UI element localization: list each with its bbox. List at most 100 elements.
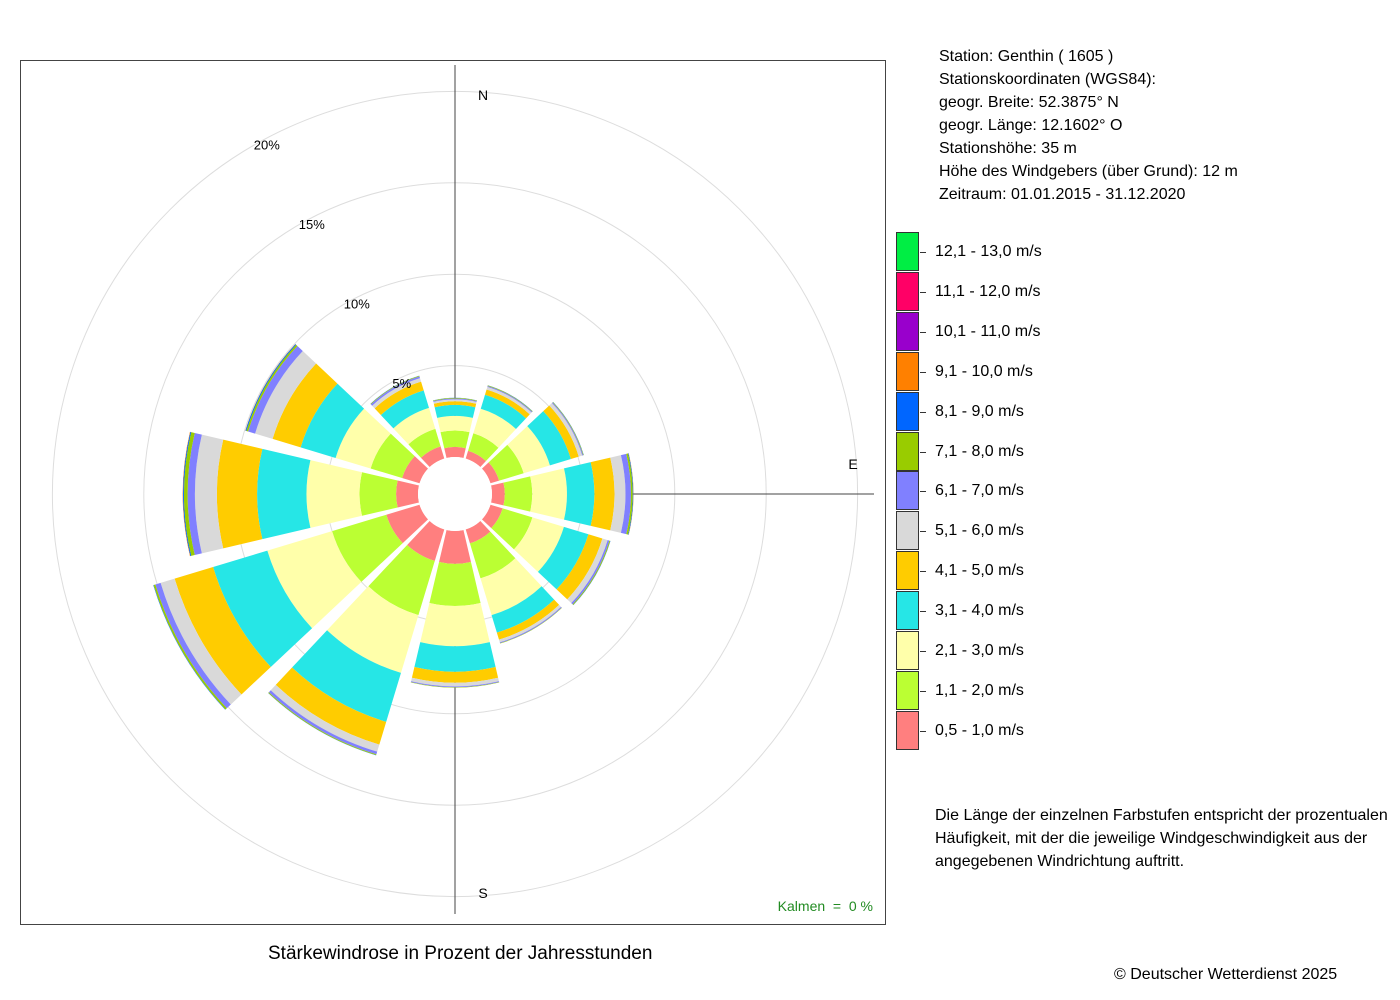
segment-90-9 [628, 453, 634, 535]
radial-tick-label-5: 5% [392, 376, 411, 391]
segment-240-0 [386, 504, 429, 544]
segment-120-6 [571, 540, 610, 605]
legend-swatch [896, 431, 919, 471]
legend-swatch [896, 391, 919, 431]
segment-270-6 [187, 432, 202, 556]
sector-30 [465, 385, 533, 468]
segment-270-2 [306, 460, 363, 528]
legend-label: 3,1 - 4,0 m/s [935, 602, 1024, 620]
segment-150-2 [480, 558, 542, 616]
segment-240-6 [155, 582, 231, 709]
segment-300-3 [300, 383, 365, 458]
segment-240-5 [160, 578, 242, 705]
legend-swatch [896, 232, 919, 271]
station-elevation: Stationshöhe: 35 m [939, 140, 1077, 157]
legend-label: 8,1 - 9,0 m/s [935, 402, 1024, 420]
segment-30-3 [480, 394, 527, 430]
legend-item: 4,1 - 5,0 m/s [896, 551, 1296, 591]
segment-60-5 [549, 402, 583, 457]
segment-330-6 [370, 376, 421, 406]
legend-item: 1,1 - 2,0 m/s [896, 670, 1296, 711]
segment-60-0 [481, 462, 500, 484]
segment-210-5 [270, 684, 380, 752]
segment-150-0 [465, 520, 491, 544]
segment-180-2 [420, 602, 490, 647]
plot-frame: 5% 10% 15% 20% N E S Kalmen = 0 % [20, 60, 886, 925]
segment-90-3 [563, 462, 595, 526]
segment-150-1 [469, 531, 516, 579]
segment-330-3 [380, 390, 429, 429]
legend-label: 4,1 - 5,0 m/s [935, 562, 1024, 580]
legend-tick [920, 371, 926, 373]
segment-300-4 [272, 363, 338, 448]
legend-swatch [896, 670, 919, 710]
segment-180-6 [410, 681, 500, 688]
radial-tick-label-15: 15% [299, 217, 325, 232]
segment-150-4 [496, 599, 560, 640]
legend-item: 5,1 - 6,0 m/s [896, 511, 1296, 551]
direction-label-n: N [478, 87, 488, 103]
station-info: Station: Genthin ( 1605 ) Stationskoordi… [939, 45, 1238, 206]
segment-60-4 [543, 405, 579, 460]
legend-swatch [896, 631, 919, 670]
radial-tick-label-10: 10% [344, 297, 370, 312]
legend-swatch [896, 351, 919, 391]
legend-tick [920, 690, 926, 692]
sector-270 [182, 431, 419, 557]
segment-300-1 [370, 433, 415, 479]
legend-tick [920, 491, 926, 493]
anemometer-height: Höhe des Windgebers (über Grund): 12 m [939, 163, 1238, 180]
segment-60-2 [507, 426, 550, 474]
segment-150-5 [498, 604, 562, 643]
legend-label: 5,1 - 6,0 m/s [935, 522, 1024, 540]
copyright: © Deutscher Wetterdienst 2025 [1114, 966, 1338, 983]
sector-0 [433, 397, 477, 458]
segment-30-5 [486, 386, 532, 415]
legend-label: 0,5 - 1,0 m/s [935, 721, 1024, 739]
segment-90-8 [628, 453, 634, 535]
segment-90-2 [530, 468, 567, 520]
segment-330-5 [372, 378, 422, 409]
legend-item: 7,1 - 8,0 m/s [896, 431, 1296, 472]
legend-item: 3,1 - 4,0 m/s [896, 591, 1296, 631]
center-circle [418, 457, 492, 531]
station-longitude: geogr. Länge: 12.1602° O [939, 117, 1123, 134]
sector-330 [370, 375, 445, 468]
station-name: Station: Genthin ( 1605 ) [939, 48, 1114, 65]
segment-120-1 [491, 508, 533, 550]
sector-300 [245, 344, 429, 484]
station-latitude: geogr. Breite: 52.3875° N [939, 94, 1119, 111]
legend-item: 9,1 - 10,0 m/s [896, 351, 1296, 392]
segment-120-0 [481, 504, 503, 529]
sector-150 [465, 520, 562, 644]
direction-label-s: S [478, 885, 487, 901]
legend-label: 10,1 - 11,0 m/s [935, 322, 1041, 340]
sector-120 [481, 504, 611, 606]
segment-210-4 [275, 667, 387, 745]
legend-label: 11,1 - 12,0 m/s [935, 282, 1041, 300]
segment-0-1 [440, 430, 470, 449]
segment-0-3 [434, 404, 476, 418]
sector-60 [481, 401, 584, 484]
legend-tick [920, 611, 926, 613]
segment-270-1 [359, 472, 398, 516]
segment-270-7 [184, 432, 195, 556]
legend-tick [920, 451, 926, 453]
legend-item: 12,1 - 13,0 m/s [896, 232, 1296, 272]
segment-30-4 [484, 389, 530, 419]
sector-180 [410, 530, 500, 688]
segment-120-3 [537, 526, 589, 590]
segment-240-2 [267, 531, 362, 629]
segment-300-2 [335, 408, 391, 469]
segment-180-1 [429, 562, 481, 606]
legend-label: 12,1 - 13,0 m/s [935, 243, 1042, 260]
sector-90 [491, 453, 634, 535]
segment-210-2 [327, 586, 419, 673]
segment-90-6 [620, 453, 631, 535]
legend-item: 10,1 - 11,0 m/s [896, 311, 1296, 352]
segment-90-7 [626, 453, 633, 535]
legend-tick [920, 651, 926, 652]
station-coordinates-heading: Stationskoordinaten (WGS84): [939, 71, 1156, 88]
legend-tick [920, 291, 926, 293]
segment-120-4 [556, 534, 603, 600]
